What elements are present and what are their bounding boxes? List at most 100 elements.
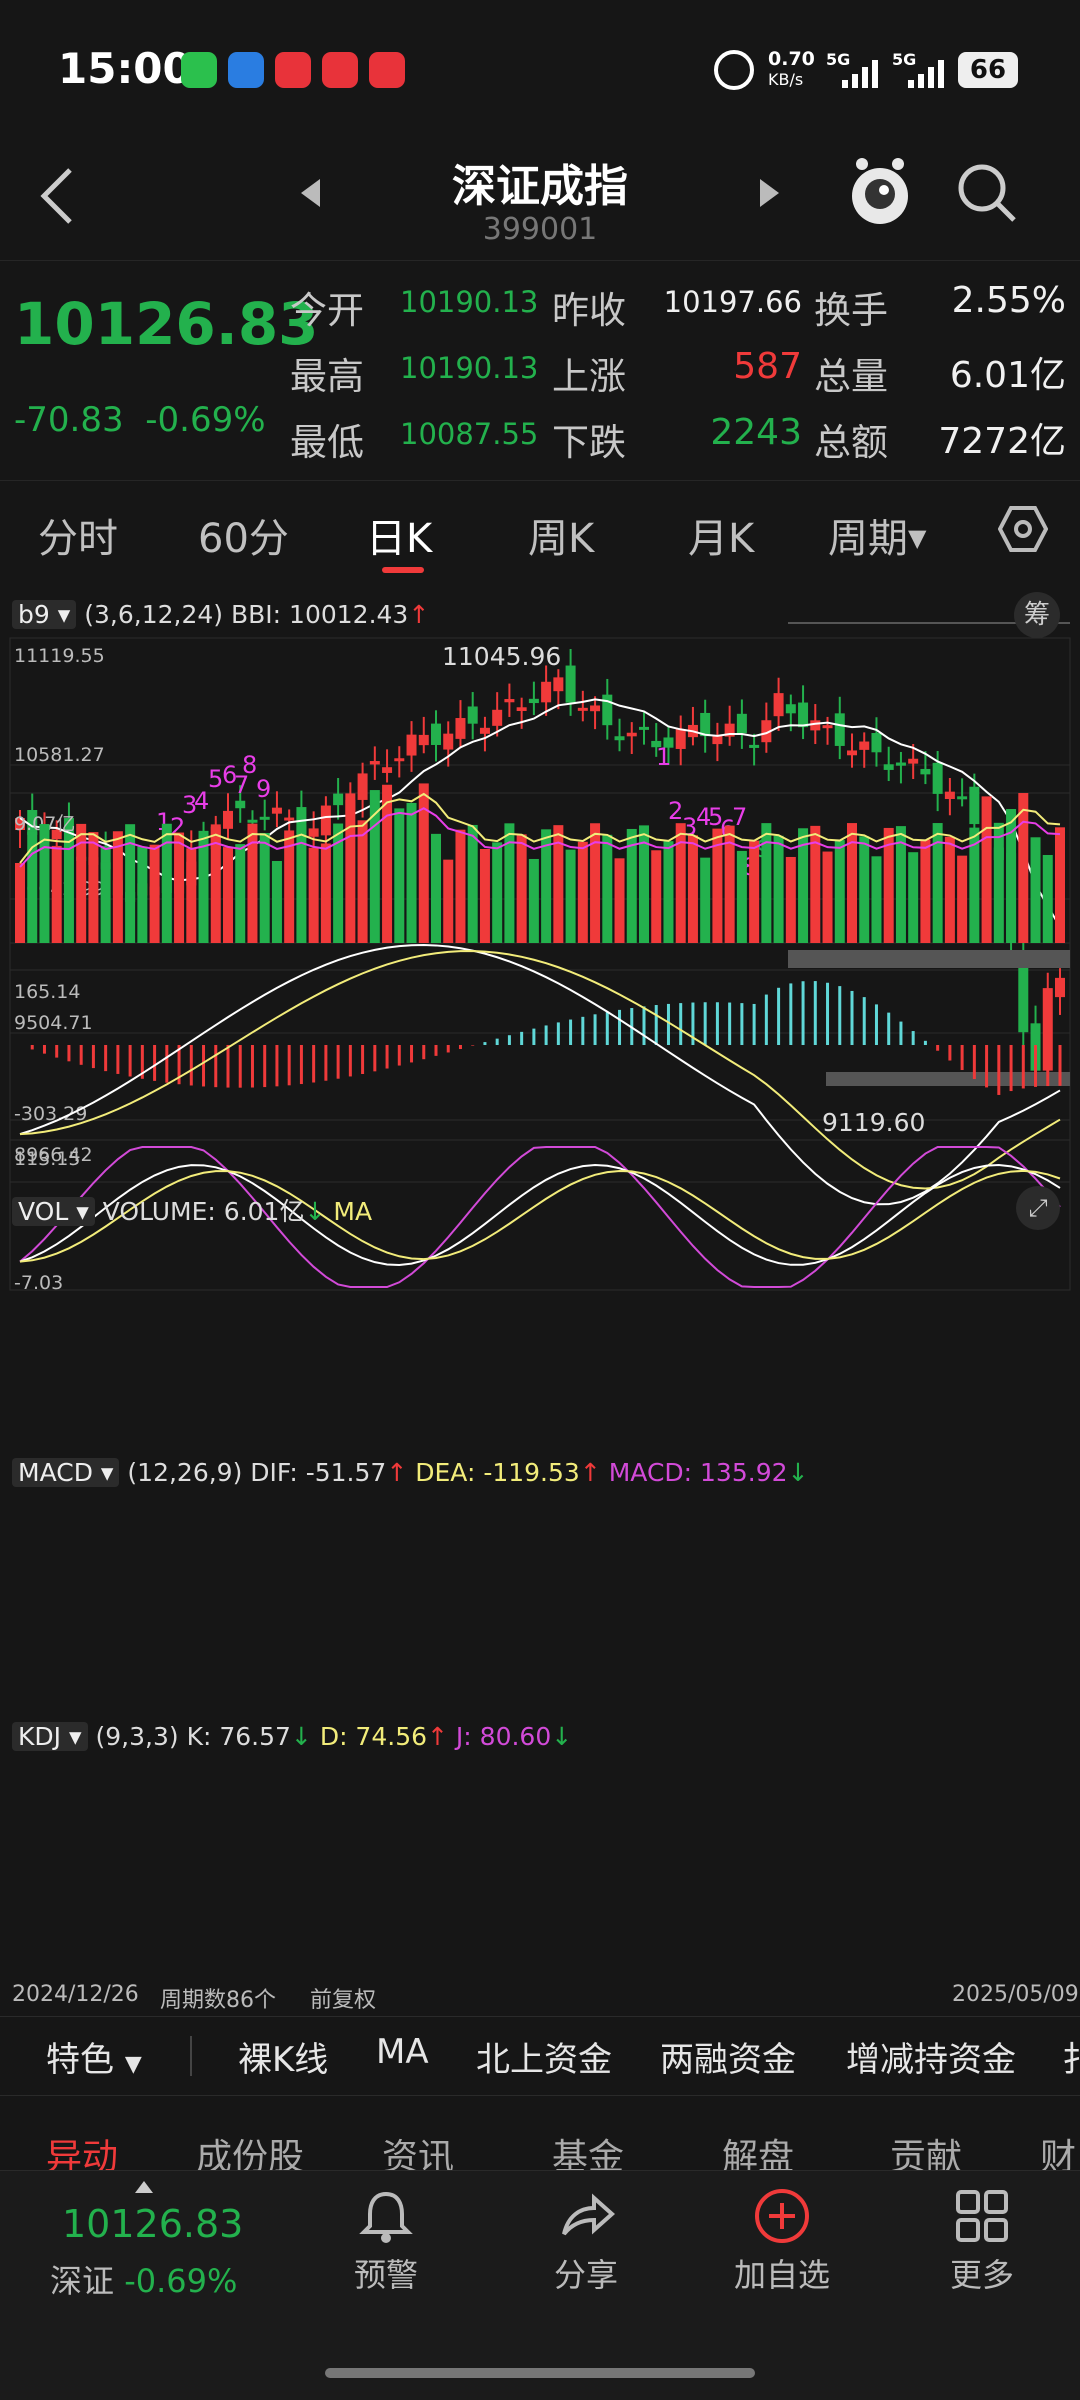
y-axis-label: 10581.27 xyxy=(14,744,105,766)
tab-daily[interactable]: 日K xyxy=(366,516,433,562)
vol-bar xyxy=(247,823,258,943)
vol-bar xyxy=(149,844,160,943)
robot-icon[interactable] xyxy=(848,156,912,230)
vol-bar xyxy=(479,849,490,943)
candle-body xyxy=(51,829,62,840)
back-icon[interactable] xyxy=(38,166,78,226)
vol-bar xyxy=(553,825,564,943)
adjust-mode[interactable]: 前复权 xyxy=(310,1988,377,2013)
feature-label: 特色 xyxy=(46,2040,114,2080)
alert-button[interactable]: 预警 xyxy=(353,2256,418,2294)
vol-bar xyxy=(161,823,172,943)
chip-button[interactable]: 筹 xyxy=(1014,592,1060,638)
tab-period[interactable]: 周期▼ xyxy=(828,506,926,564)
battery-icon: 66 xyxy=(958,52,1018,88)
candle-body xyxy=(15,818,25,830)
bottom-bar xyxy=(0,2170,1080,2400)
advancers-label: 上涨 xyxy=(552,355,626,398)
vol-bar xyxy=(932,823,943,943)
cycle-count: 周期数86个 xyxy=(160,1988,276,2013)
vol-bar xyxy=(1006,809,1017,943)
add-circle-icon[interactable] xyxy=(752,2186,812,2246)
vol-bar xyxy=(51,845,62,943)
feature-ma[interactable]: MA xyxy=(376,2032,429,2072)
arrow-up-icon: ↑ xyxy=(427,1722,448,1751)
candle-body xyxy=(749,744,760,748)
candle-body xyxy=(871,732,882,753)
vol-bar xyxy=(15,863,25,943)
caret-up-icon[interactable] xyxy=(134,2180,154,2194)
kdj-selector[interactable]: KDJ ▾ xyxy=(12,1722,88,1751)
candle-body xyxy=(553,677,564,692)
candle-body xyxy=(590,705,601,712)
indicator-selector[interactable]: b9 ▾ xyxy=(12,600,77,629)
feature-naked-k[interactable]: 裸K线 xyxy=(238,2040,329,2080)
date-start: 2024/12/26 xyxy=(12,1982,139,2007)
add-watchlist-button[interactable]: 加自选 xyxy=(733,2256,830,2294)
app-icon xyxy=(369,52,405,88)
tab-weekly[interactable]: 周K xyxy=(528,516,595,562)
price-change: -70.83 -0.69% xyxy=(14,400,266,440)
vol-axis-label: 9.07亿 xyxy=(14,813,75,835)
vol-bar xyxy=(712,828,723,943)
app-icon xyxy=(275,52,311,88)
dea-value: DEA: -119.53 xyxy=(415,1458,580,1487)
vol-bar xyxy=(455,829,466,943)
candle-body xyxy=(443,733,454,750)
mini-price[interactable]: 10126.83 xyxy=(62,2202,244,2246)
feature-holdings[interactable]: 增减持资金 xyxy=(846,2040,1016,2080)
expand-icon[interactable]: ⤢ xyxy=(1016,1186,1060,1230)
k-line xyxy=(19,1164,1061,1266)
td-seq-up: 4 xyxy=(194,787,209,815)
candle-body xyxy=(663,737,674,748)
vol-bar xyxy=(443,859,454,943)
kline-header: b9 ▾ (3,6,12,24) BBI: 10012.43↑ xyxy=(12,600,429,629)
next-icon[interactable] xyxy=(758,176,782,210)
feature-margin[interactable]: 两融资金 xyxy=(660,2040,796,2080)
share-icon[interactable] xyxy=(556,2186,616,2246)
ma-label: MA xyxy=(333,1197,373,1226)
candle-body xyxy=(944,791,955,800)
mini-pct: -0.69% xyxy=(124,2262,238,2300)
feature-special[interactable]: 特色 ▼ xyxy=(46,2032,142,2081)
candle-body xyxy=(541,681,552,703)
vol-bar xyxy=(908,852,919,943)
status-time: 15:00 xyxy=(58,44,192,93)
vol-bar xyxy=(125,824,136,943)
macd-selector[interactable]: MACD ▾ xyxy=(12,1458,120,1487)
vol-bar xyxy=(626,828,637,943)
tab-60min[interactable]: 60分 xyxy=(198,516,289,562)
tab-intraday[interactable]: 分时 xyxy=(38,516,118,562)
mini-quote[interactable]: 深证 -0.69% xyxy=(50,2256,237,2302)
search-icon[interactable] xyxy=(956,162,1018,224)
more-button[interactable]: 更多 xyxy=(949,2256,1014,2294)
td-seq-down: 2 xyxy=(668,797,683,825)
settings-icon[interactable] xyxy=(998,504,1048,554)
candle-body xyxy=(235,800,246,809)
vol-bar xyxy=(210,824,221,943)
candle-body xyxy=(320,805,331,836)
prev-close-label: 昨收 xyxy=(552,289,626,332)
bell-icon[interactable] xyxy=(356,2186,416,2246)
vol-bar xyxy=(76,823,87,943)
vol-bar xyxy=(590,823,601,943)
prev-icon[interactable] xyxy=(298,176,322,210)
tab-monthly[interactable]: 月K xyxy=(688,516,755,562)
share-button[interactable]: 分享 xyxy=(553,2256,618,2294)
vol-bar xyxy=(736,850,747,943)
candle-body xyxy=(479,727,490,734)
vol-bar xyxy=(308,847,319,943)
grid-icon[interactable] xyxy=(952,2186,1012,2246)
vol-bar xyxy=(1018,793,1029,943)
open-value: 10190.13 xyxy=(400,285,539,319)
candle-body xyxy=(785,704,796,714)
j-value: J: 80.60 xyxy=(455,1722,552,1751)
d-value: D: 74.56 xyxy=(319,1722,428,1751)
kline-chart[interactable]: 11119.5510581.2710042.999504.718966.4211… xyxy=(0,585,1080,2015)
feature-more[interactable]: 扌 xyxy=(1062,2040,1080,2080)
feature-northbound[interactable]: 北上资金 xyxy=(476,2040,612,2080)
candle-body xyxy=(369,761,380,765)
arrow-down-icon: ↓ xyxy=(304,1197,326,1226)
vol-bar xyxy=(944,836,955,943)
vol-selector[interactable]: VOL ▾ xyxy=(12,1197,95,1226)
